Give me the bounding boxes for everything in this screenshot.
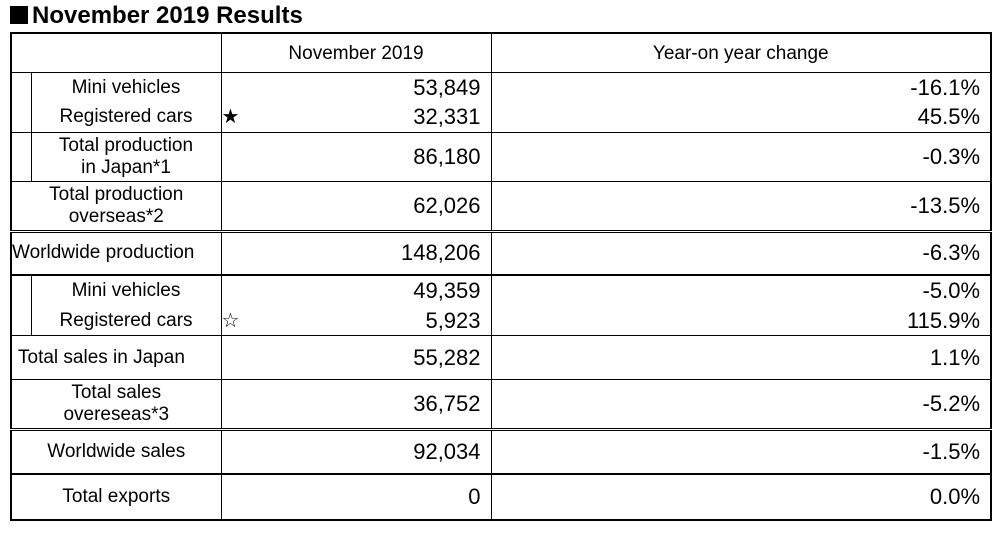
yoy-prod-jp: -0.3% (491, 133, 991, 182)
label-prod-jp: Total production in Japan*1 (31, 133, 221, 182)
star-hollow-icon: ☆ (221, 306, 251, 336)
row-prod-mini: Mini vehicles 53,849 -16.1% (11, 72, 991, 102)
header-col-1: November 2019 (221, 33, 491, 72)
value-sales-jp: 55,282 (251, 336, 491, 380)
yoy-prod-ov: -13.5% (491, 181, 991, 231)
row-sales-reg: Registered cars ☆ 5,923 115.9% (11, 306, 991, 336)
yoy-sales-ov: -5.2% (491, 380, 991, 430)
label-sales-reg: Registered cars (31, 306, 221, 336)
label-prod-reg: Registered cars (31, 102, 221, 132)
label-sales-ww: Worldwide sales (11, 430, 221, 474)
star-solid-icon: ★ (221, 102, 251, 132)
value-sales-ww: 92,034 (251, 430, 491, 474)
label-exports: Total exports (11, 474, 221, 520)
yoy-prod-reg: 45.5% (491, 102, 991, 132)
label-prod-ov: Total production overseas*2 (11, 181, 221, 231)
row-prod-reg: Registered cars ★ 32,331 45.5% (11, 102, 991, 132)
label-prod-ww: Worldwide production (11, 231, 221, 275)
results-table: November 2019 Year-on year change Mini v… (10, 32, 992, 521)
yoy-sales-ww: -1.5% (491, 430, 991, 474)
yoy-sales-reg: 115.9% (491, 306, 991, 336)
page-title: November 2019 Results (10, 2, 990, 30)
label-prod-mini: Mini vehicles (31, 72, 221, 102)
yoy-prod-ww: -6.3% (491, 231, 991, 275)
value-sales-ov: 36,752 (251, 380, 491, 430)
value-prod-jp: 86,180 (251, 133, 491, 182)
square-bullet-icon (10, 6, 28, 24)
row-prod-ww: Worldwide production 148,206 -6.3% (11, 231, 991, 275)
label-sales-mini: Mini vehicles (31, 275, 221, 306)
value-sales-mini: 49,359 (251, 275, 491, 306)
value-exports: 0 (251, 474, 491, 520)
row-sales-mini: Mini vehicles 49,359 -5.0% (11, 275, 991, 306)
yoy-sales-mini: -5.0% (491, 275, 991, 306)
row-sales-ww: Worldwide sales 92,034 -1.5% (11, 430, 991, 474)
value-prod-ov: 62,026 (251, 181, 491, 231)
label-sales-jp: Total sales in Japan (11, 336, 221, 380)
label-sales-ov: Total sales overeseas*3 (11, 380, 221, 430)
yoy-prod-mini: -16.1% (491, 72, 991, 102)
row-sales-jp: Total sales in Japan 55,282 1.1% (11, 336, 991, 380)
row-exports: Total exports 0 0.0% (11, 474, 991, 520)
value-prod-ww: 148,206 (251, 231, 491, 275)
value-prod-reg: 32,331 (251, 102, 491, 132)
row-prod-jp: Total production in Japan*1 86,180 -0.3% (11, 133, 991, 182)
row-sales-ov: Total sales overeseas*3 36,752 -5.2% (11, 380, 991, 430)
row-prod-ov: Total production overseas*2 62,026 -13.5… (11, 181, 991, 231)
table-header-row: November 2019 Year-on year change (11, 33, 991, 72)
header-col-2: Year-on year change (491, 33, 991, 72)
value-sales-reg: 5,923 (251, 306, 491, 336)
value-prod-mini: 53,849 (251, 72, 491, 102)
yoy-sales-jp: 1.1% (491, 336, 991, 380)
title-text: November 2019 Results (32, 2, 303, 29)
yoy-exports: 0.0% (491, 474, 991, 520)
